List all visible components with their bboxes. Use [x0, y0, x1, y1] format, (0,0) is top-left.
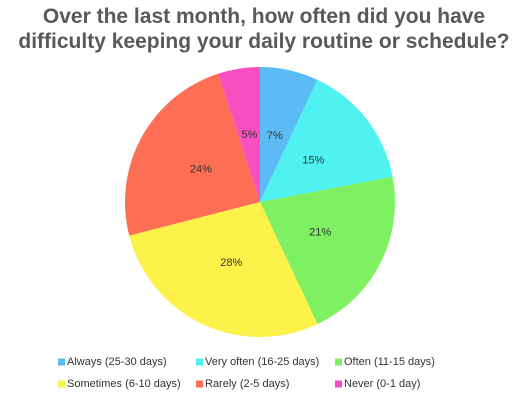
- pie-slice: [129, 202, 318, 337]
- legend-label: Rarely (2-5 days): [205, 378, 289, 390]
- pie-slice: [260, 176, 395, 325]
- pie-slice: [260, 79, 393, 202]
- data-label: 7%: [267, 130, 283, 142]
- legend-marker: [335, 358, 342, 366]
- legend-label: Always (25-30 days): [67, 356, 167, 368]
- pie-slice: [260, 67, 318, 202]
- data-label: 28%: [220, 257, 242, 269]
- legend-marker: [196, 380, 203, 388]
- legend-marker: [58, 380, 65, 388]
- legend-marker: [196, 358, 203, 366]
- legend-label: Very often (16-25 days): [205, 356, 319, 368]
- pie-slice: [124, 73, 260, 236]
- data-label: 5%: [241, 129, 257, 141]
- pie-slice: [218, 67, 260, 202]
- data-label: 21%: [309, 227, 331, 239]
- legend-label: Never (0-1 day): [344, 378, 420, 390]
- data-label: 24%: [190, 163, 212, 175]
- legend-marker: [58, 358, 65, 366]
- legend-marker: [335, 380, 342, 388]
- legend-label: Sometimes (6-10 days): [67, 378, 181, 390]
- data-label: 15%: [302, 155, 324, 167]
- chart-title: Over the last month, how often did you h…: [18, 5, 510, 53]
- legend-label: Often (11-15 days): [344, 356, 435, 368]
